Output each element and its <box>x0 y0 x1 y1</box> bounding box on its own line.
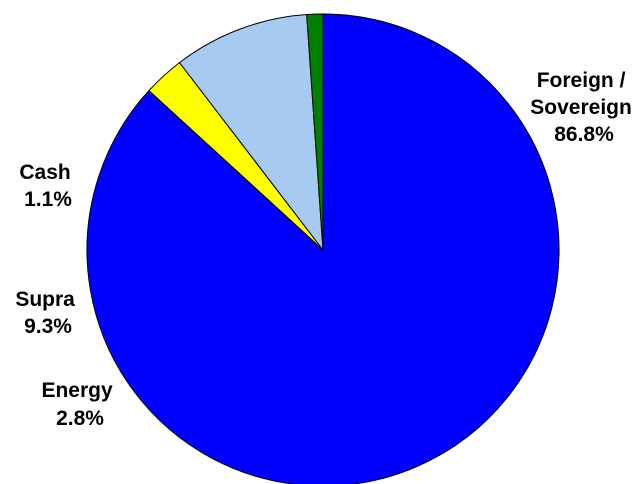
label-supra: Supra 9.3% <box>15 288 80 338</box>
label-energy: Energy 2.8% <box>41 379 118 430</box>
label-foreign-sovereign: Foreign / Sovereign 86.8% <box>530 69 637 146</box>
label-cash: Cash 1.1% <box>19 161 76 211</box>
slice-cash <box>306 13 324 251</box>
slice-supra <box>179 14 324 251</box>
pie-slices <box>86 13 560 484</box>
